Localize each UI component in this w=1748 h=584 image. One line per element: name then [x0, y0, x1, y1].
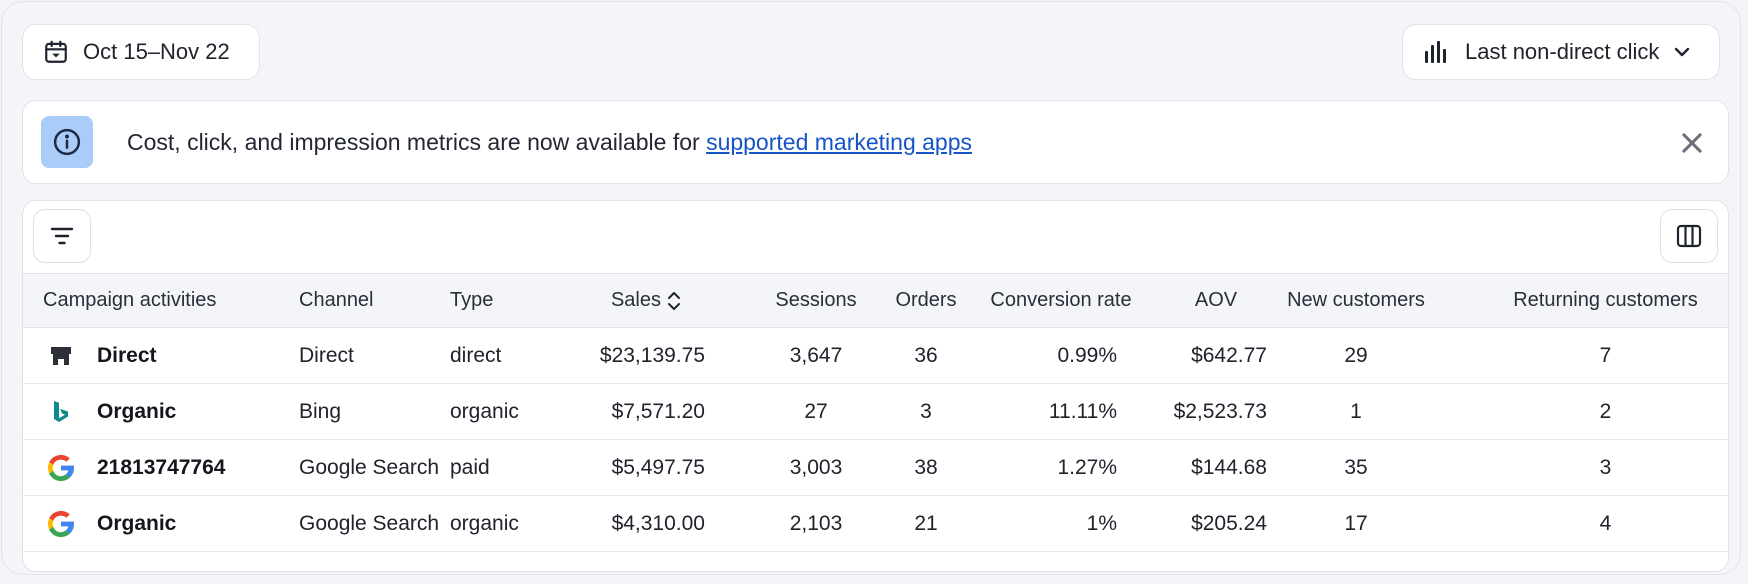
campaign-name: 21813747764: [97, 455, 226, 479]
type-cell: paid: [447, 439, 555, 496]
attribution-model-dropdown[interactable]: Last non-direct click: [1402, 24, 1720, 80]
column-header-campaign: Campaign activities: [23, 273, 287, 328]
campaign-table-panel: Campaign activities Channel Type Sales S…: [22, 200, 1729, 572]
columns-icon: [1676, 224, 1702, 248]
campaign-name: Direct: [97, 343, 157, 367]
sales-cell: $7,571.20: [555, 383, 751, 440]
analytics-card: Oct 15–Nov 22 Last non-direct click Cost…: [1, 1, 1741, 575]
campaign-cell: Direct: [23, 327, 287, 384]
info-icon: [41, 116, 93, 168]
column-header-new-customers: New customers: [1281, 273, 1431, 328]
column-header-sessions: Sessions: [751, 273, 881, 328]
conversion-rate-cell: 1%: [971, 495, 1151, 552]
column-header-sales[interactable]: Sales: [555, 273, 751, 328]
aov-cell: $642.77: [1151, 327, 1281, 384]
store-icon: [43, 338, 79, 374]
orders-cell: 21: [881, 495, 971, 552]
column-header-aov: AOV: [1151, 273, 1281, 328]
conversion-rate-cell: 0.99%: [971, 327, 1151, 384]
bar-chart-icon: [1425, 41, 1446, 63]
sessions-cell: 3,647: [751, 327, 881, 384]
banner-message-text: Cost, click, and impression metrics are …: [127, 128, 707, 155]
column-header-type: Type: [447, 273, 555, 328]
table-row[interactable]: Organic Google Search organic $4,310.00 …: [23, 495, 1728, 552]
sales-cell: $4,310.00: [555, 495, 751, 552]
table-row[interactable]: Organic Bing organic $7,571.20 27 3 11.1…: [23, 383, 1728, 440]
banner-message: Cost, click, and impression metrics are …: [127, 129, 972, 156]
new-customers-cell: 1: [1281, 383, 1431, 440]
aov-cell: $144.68: [1151, 439, 1281, 496]
returning-customers-cell: 4: [1431, 495, 1728, 552]
campaign-name: Organic: [97, 511, 177, 535]
table-header-row: Campaign activities Channel Type Sales S…: [23, 273, 1728, 328]
columns-button[interactable]: [1660, 209, 1718, 263]
orders-cell: 36: [881, 327, 971, 384]
conversion-rate-cell: 1.27%: [971, 439, 1151, 496]
attribution-model-label: Last non-direct click: [1465, 39, 1660, 64]
date-range-label: Oct 15–Nov 22: [83, 39, 230, 64]
sessions-cell: 2,103: [751, 495, 881, 552]
table-row[interactable]: 21813747764 Google Search paid $5,497.75…: [23, 439, 1728, 496]
info-banner: Cost, click, and impression metrics are …: [22, 100, 1729, 184]
close-icon[interactable]: [1678, 129, 1706, 157]
channel-cell: Google Search: [287, 495, 447, 552]
type-cell: direct: [447, 327, 555, 384]
new-customers-cell: 29: [1281, 327, 1431, 384]
table-row[interactable]: Direct Direct direct $23,139.75 3,647 36…: [23, 327, 1728, 384]
aov-cell: $205.24: [1151, 495, 1281, 552]
aov-cell: $2,523.73: [1151, 383, 1281, 440]
calendar-icon: [45, 40, 67, 63]
filter-icon: [50, 227, 74, 245]
campaign-table: Campaign activities Channel Type Sales S…: [23, 273, 1728, 552]
channel-cell: Bing: [287, 383, 447, 440]
supported-apps-link[interactable]: supported marketing apps: [706, 128, 972, 155]
new-customers-cell: 17: [1281, 495, 1431, 552]
sessions-cell: 3,003: [751, 439, 881, 496]
campaign-cell: Organic: [23, 383, 287, 440]
filter-button[interactable]: [33, 209, 91, 263]
google-icon: [43, 506, 79, 542]
sales-cell: $5,497.75: [555, 439, 751, 496]
date-range-button[interactable]: Oct 15–Nov 22: [22, 24, 260, 80]
type-cell: organic: [447, 495, 555, 552]
returning-customers-cell: 2: [1431, 383, 1728, 440]
campaign-cell: Organic: [23, 495, 287, 552]
orders-cell: 3: [881, 383, 971, 440]
conversion-rate-cell: 11.11%: [971, 383, 1151, 440]
campaign-cell: 21813747764: [23, 439, 287, 496]
type-cell: organic: [447, 383, 555, 440]
orders-cell: 38: [881, 439, 971, 496]
column-header-orders: Orders: [881, 273, 971, 328]
sort-icon: [668, 291, 680, 310]
returning-customers-cell: 7: [1431, 327, 1728, 384]
bing-icon: [43, 394, 79, 430]
column-header-channel: Channel: [287, 273, 447, 328]
channel-cell: Google Search: [287, 439, 447, 496]
sales-header-label: Sales: [610, 289, 661, 311]
column-header-conversion-rate: Conversion rate: [971, 273, 1151, 328]
returning-customers-cell: 3: [1431, 439, 1728, 496]
campaign-name: Organic: [97, 399, 177, 423]
chevron-down-icon: [1675, 47, 1690, 57]
sales-cell: $23,139.75: [555, 327, 751, 384]
channel-cell: Direct: [287, 327, 447, 384]
sessions-cell: 27: [751, 383, 881, 440]
google-icon: [43, 450, 79, 486]
column-header-returning-customers: Returning customers: [1431, 273, 1728, 328]
new-customers-cell: 35: [1281, 439, 1431, 496]
